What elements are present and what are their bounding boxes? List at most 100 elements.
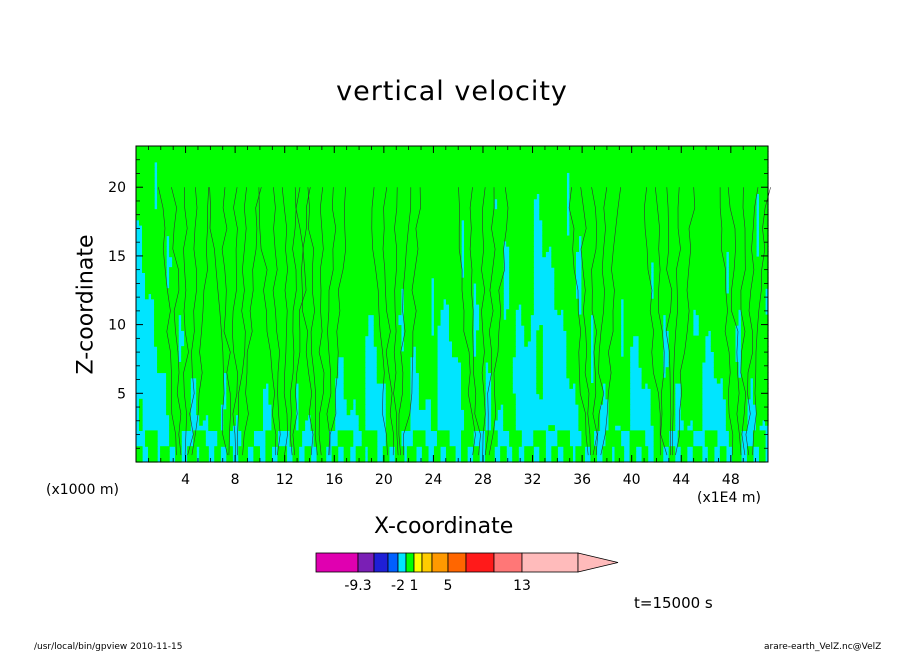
field-cell (566, 346, 592, 352)
field-cell (524, 456, 534, 463)
field-cell (638, 351, 664, 358)
field-cell (539, 451, 546, 458)
field-cell (740, 351, 769, 358)
field-cell (145, 282, 167, 289)
field-cell (677, 435, 694, 442)
field-cell (406, 446, 417, 453)
field-cell (497, 198, 534, 205)
field-cell (539, 193, 567, 200)
field-cell (602, 446, 613, 453)
field-cell (452, 351, 474, 358)
contour-line (727, 187, 742, 456)
field-cell (166, 409, 191, 416)
field-cell (238, 456, 248, 463)
field-cell (193, 440, 206, 447)
field-cell (725, 419, 748, 426)
field-cell (491, 372, 513, 379)
field-cell (521, 304, 534, 310)
field-cell (680, 383, 703, 389)
field-cell (304, 451, 312, 458)
field-cell (373, 325, 402, 331)
contour-line (242, 187, 262, 456)
contour-line (580, 187, 591, 456)
field-cell (653, 261, 727, 268)
contour-line (740, 187, 747, 456)
field-cell (169, 267, 462, 273)
field-cell (476, 298, 504, 305)
field-cell (196, 409, 221, 416)
field-cell (536, 372, 543, 379)
field-cell (569, 219, 757, 226)
field-cell (479, 309, 504, 316)
field-cell (157, 172, 567, 179)
chart-title: vertical velocity (336, 76, 568, 107)
field-cell (536, 351, 543, 358)
field-cell (184, 340, 366, 347)
field-cell (521, 314, 531, 321)
field-cell (746, 451, 754, 458)
field-cell (412, 440, 426, 447)
field-cell (623, 304, 766, 310)
field-cell (226, 451, 233, 458)
field-cell (418, 398, 426, 405)
x-tick-label: 48 (722, 472, 740, 488)
field-cell (382, 446, 390, 453)
field-cell (713, 356, 736, 363)
field-cell (575, 393, 604, 400)
field-cell (226, 456, 233, 463)
field-cell (298, 393, 336, 400)
field-cell (593, 340, 622, 347)
field-cell (590, 451, 598, 458)
field-cell (755, 409, 769, 416)
field-cell (445, 298, 474, 305)
field-cell (142, 240, 167, 247)
colorbar-segment (405, 552, 415, 573)
field-cell (692, 419, 703, 426)
field-cell (614, 451, 625, 458)
field-cell (557, 440, 570, 447)
field-cell (157, 182, 567, 189)
field-cell (166, 404, 191, 410)
field-cell (725, 404, 748, 410)
field-cell (713, 367, 739, 374)
field-cell (566, 372, 592, 379)
field-cell (355, 451, 366, 458)
field-cell (169, 251, 462, 258)
field-cell (647, 383, 676, 389)
field-cell (758, 246, 769, 252)
field-cell (593, 314, 622, 321)
field-cell (181, 346, 366, 352)
field-cell (665, 367, 703, 374)
field-cell (376, 377, 411, 384)
field-cell (337, 430, 354, 437)
field-cell (638, 361, 664, 368)
field-cell (551, 261, 576, 268)
plot-frame (135, 145, 769, 463)
field-cell (485, 435, 498, 442)
field-cell (509, 282, 534, 289)
field-cell (566, 367, 592, 374)
field-cell (680, 456, 688, 463)
field-cell (154, 335, 179, 342)
field-cell (214, 446, 221, 453)
field-cell (740, 335, 769, 342)
field-cell (265, 440, 279, 447)
field-cell (464, 230, 534, 237)
field-cell (593, 377, 631, 384)
contour-line (393, 187, 399, 456)
field-cell (403, 335, 438, 342)
field-cell (491, 409, 498, 416)
field-cell (479, 304, 504, 310)
contour-line (221, 187, 231, 456)
field-cell (752, 398, 769, 405)
colorbar-label: 5 (444, 578, 453, 594)
field-cell (421, 456, 429, 463)
field-cell (430, 409, 438, 416)
field-cell (355, 409, 366, 416)
contour-line (745, 187, 759, 456)
field-cell (313, 430, 330, 437)
field-cell (653, 456, 664, 463)
field-cell (139, 404, 143, 410)
field-cell (539, 325, 543, 331)
field-cell (271, 414, 297, 421)
